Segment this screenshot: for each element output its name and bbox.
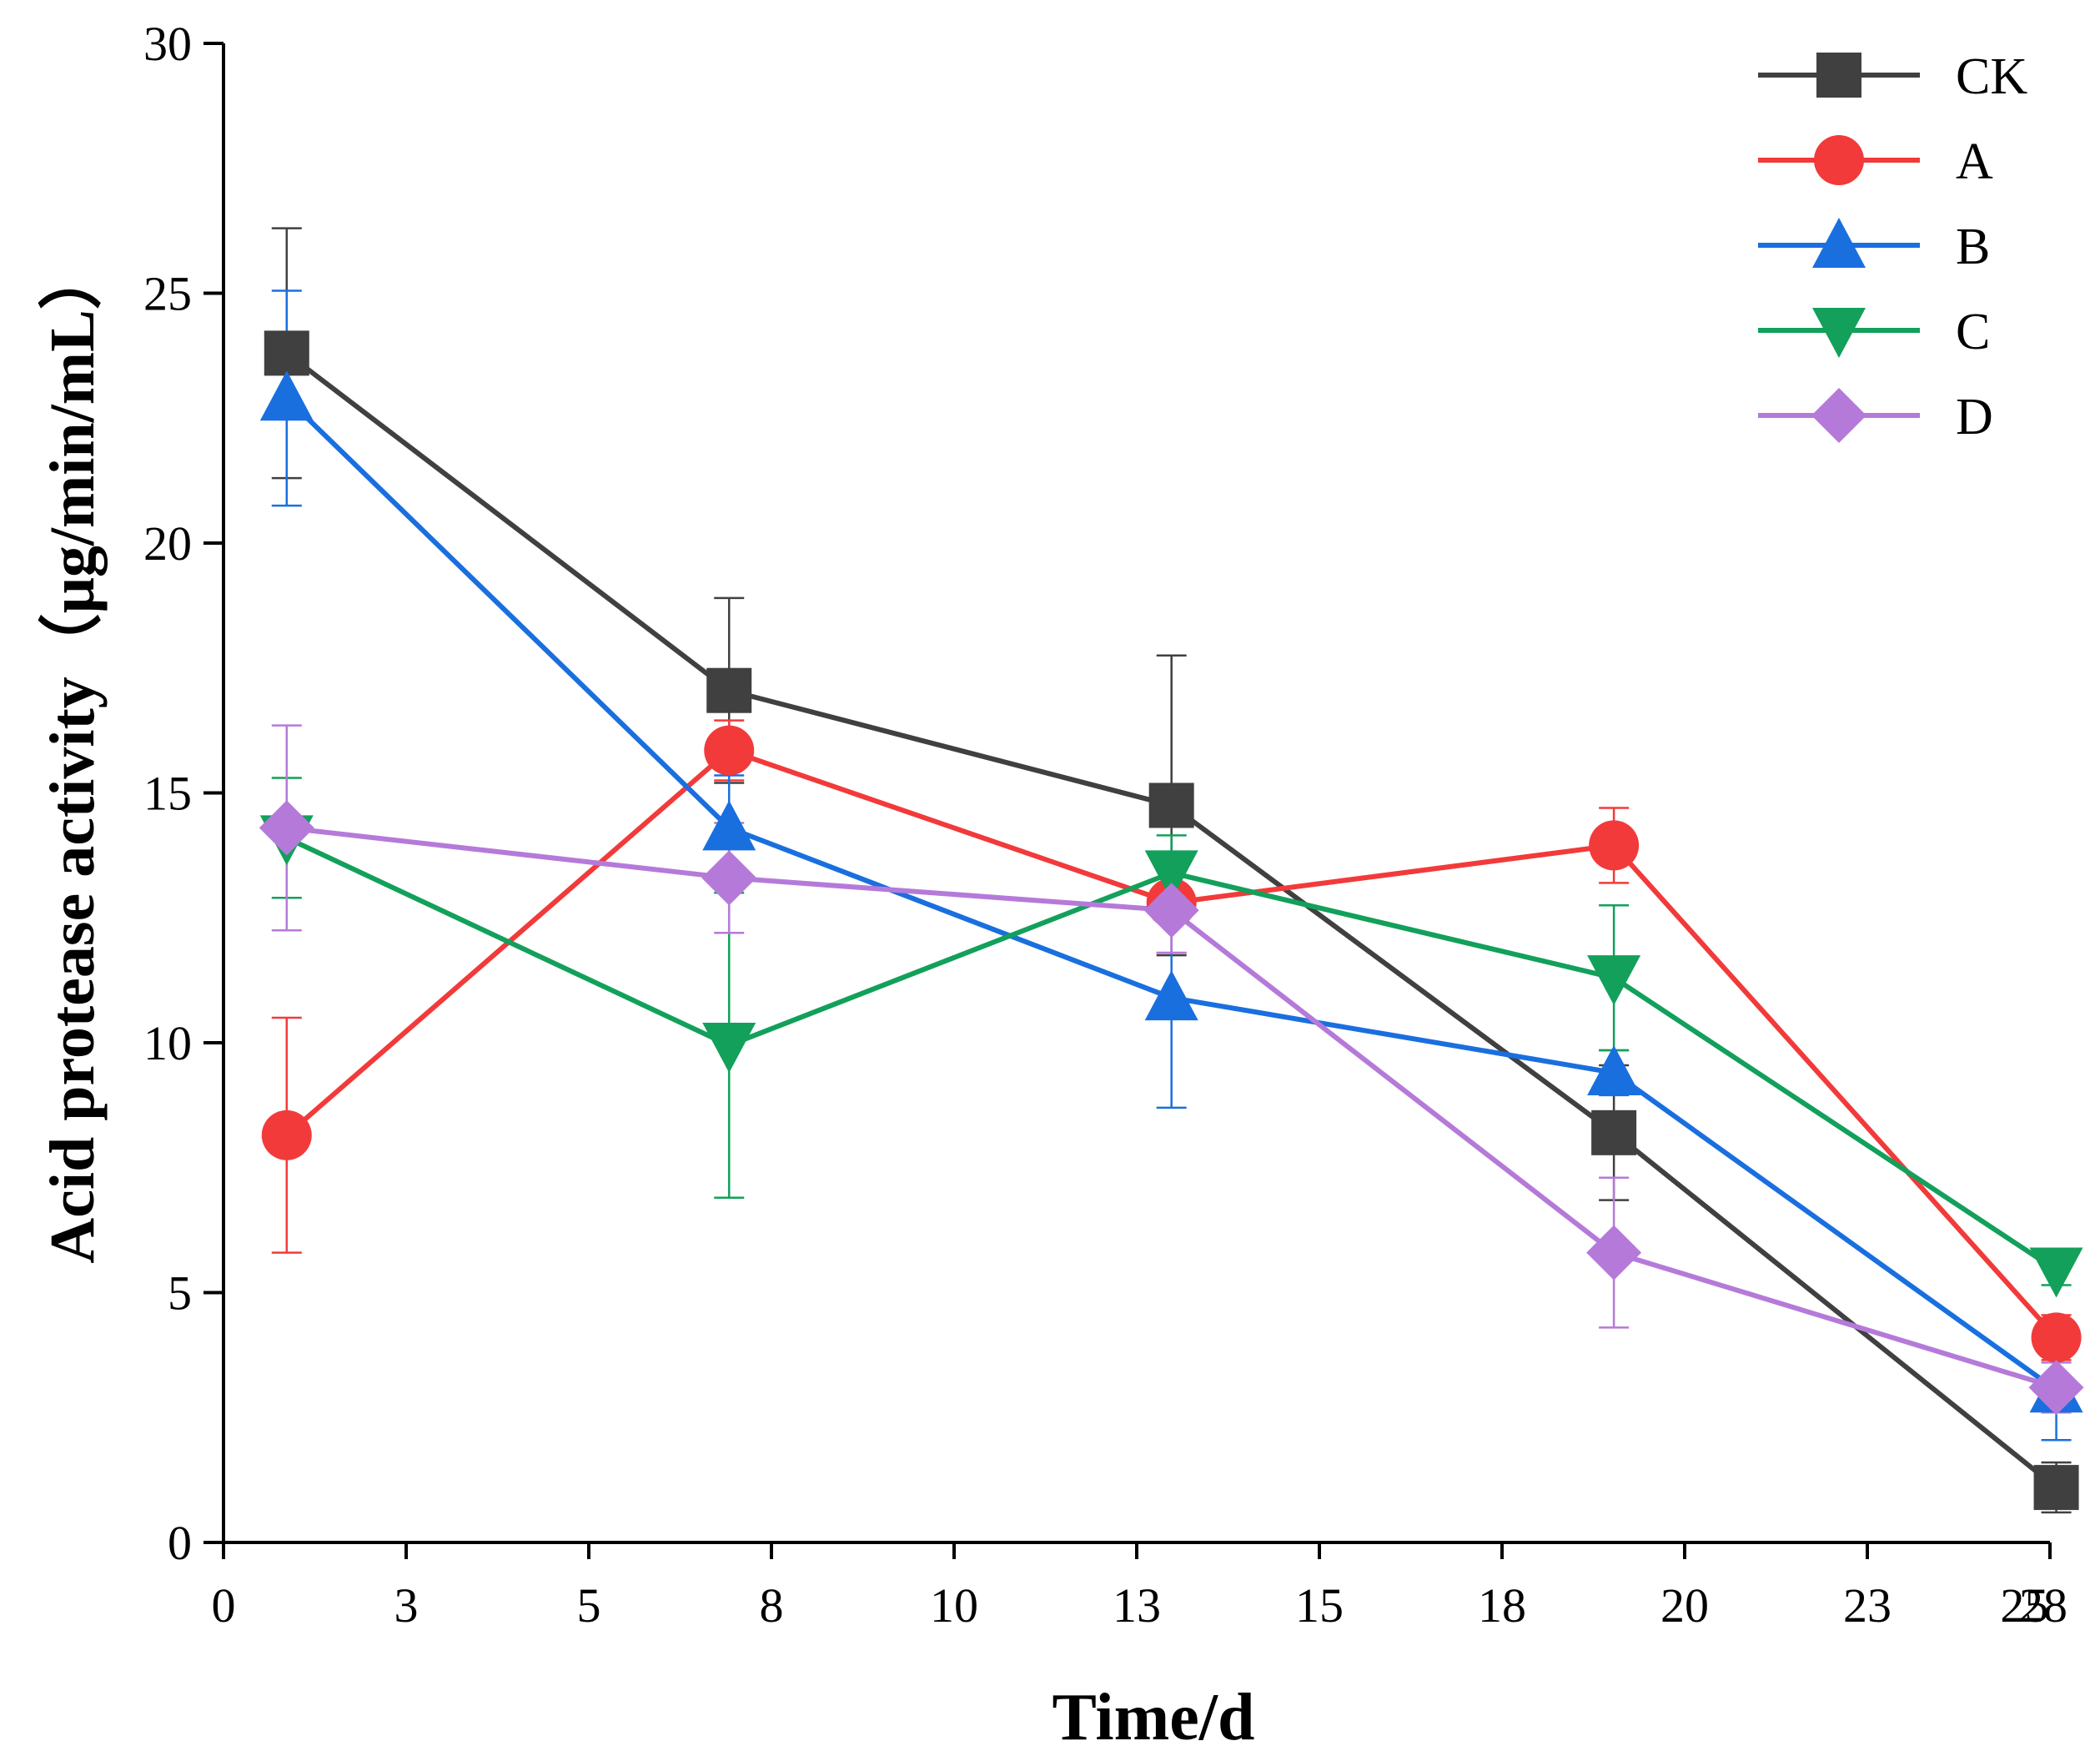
x-tick-label: 23 xyxy=(1843,1578,1892,1633)
x-tick-label: 25 xyxy=(2000,1578,2048,1633)
data-point-c xyxy=(1587,955,1641,1006)
x-tick-label: 28 xyxy=(2019,1578,2067,1633)
legend-marker-c xyxy=(1812,308,1866,358)
legend-label-a: A xyxy=(1956,133,1993,190)
legend-marker-a xyxy=(1814,135,1864,185)
data-point-b xyxy=(1587,1044,1641,1095)
data-point-a xyxy=(704,725,755,776)
x-tick-label: 5 xyxy=(577,1578,601,1633)
data-point-a xyxy=(261,1109,312,1160)
y-axis-title: Acid protease activity（μg/min/mL） xyxy=(38,246,108,1264)
data-point-c xyxy=(1144,850,1198,901)
data-point-c xyxy=(702,1022,756,1073)
y-tick-label: 20 xyxy=(143,516,192,571)
data-point-b xyxy=(1144,970,1198,1021)
y-tick-label: 0 xyxy=(168,1516,192,1570)
legend-label-d: D xyxy=(1956,389,1993,445)
x-tick-label: 18 xyxy=(1478,1578,1526,1633)
legend-label-c: C xyxy=(1956,304,1990,360)
data-point-a xyxy=(2031,1312,2082,1363)
data-point-d xyxy=(259,800,314,856)
y-tick-label: 15 xyxy=(143,767,192,821)
data-point-d xyxy=(1143,883,1199,938)
data-point-ck xyxy=(2033,1465,2079,1511)
x-axis-title: Time/d xyxy=(1052,1681,1254,1751)
data-point-c xyxy=(2029,1247,2083,1298)
x-tick-label: 15 xyxy=(1295,1578,1344,1633)
legend-marker-ck xyxy=(1816,53,1861,98)
data-point-d xyxy=(701,850,757,906)
x-tick-label: 10 xyxy=(930,1578,978,1633)
data-point-b xyxy=(259,370,314,421)
legend-label-ck: CK xyxy=(1956,48,2027,105)
legend-label-b: B xyxy=(1956,219,1990,275)
data-point-ck xyxy=(1591,1109,1637,1155)
y-tick-label: 30 xyxy=(143,17,192,71)
data-point-b xyxy=(702,800,756,851)
y-tick-label: 25 xyxy=(143,267,192,321)
y-tick-label: 10 xyxy=(143,1016,192,1070)
legend-marker-d xyxy=(1811,388,1866,443)
data-point-a xyxy=(1589,820,1640,871)
data-point-ck xyxy=(706,667,752,713)
data-point-ck xyxy=(1148,782,1194,828)
x-tick-label: 3 xyxy=(394,1578,419,1633)
series-markers xyxy=(259,330,2084,1511)
x-tick-label: 13 xyxy=(1113,1578,1161,1633)
x-tick-label: 8 xyxy=(760,1578,784,1633)
legend-marker-b xyxy=(1812,218,1866,268)
data-point-d xyxy=(1586,1225,1642,1281)
data-point-d xyxy=(2028,1360,2084,1416)
x-tick-label: 20 xyxy=(1660,1578,1709,1633)
data-point-ck xyxy=(264,330,309,376)
x-tick-label: 0 xyxy=(212,1578,236,1633)
y-tick-label: 5 xyxy=(168,1266,192,1321)
